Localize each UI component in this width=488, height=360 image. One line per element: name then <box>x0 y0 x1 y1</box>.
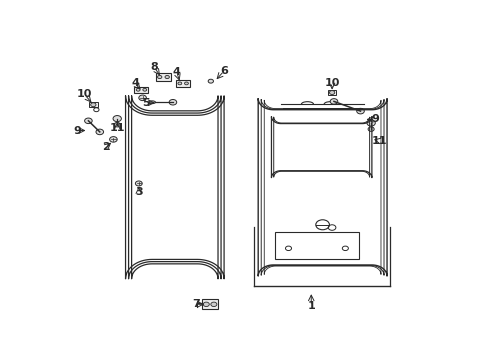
Circle shape <box>203 302 209 306</box>
Circle shape <box>178 82 182 85</box>
Text: 2: 2 <box>102 142 109 152</box>
Text: 10: 10 <box>324 78 339 89</box>
Circle shape <box>113 116 121 122</box>
Circle shape <box>184 82 188 85</box>
Circle shape <box>164 76 169 78</box>
Circle shape <box>329 99 337 104</box>
Text: 5: 5 <box>142 98 150 108</box>
Text: 11: 11 <box>371 136 386 146</box>
Circle shape <box>139 95 146 100</box>
Ellipse shape <box>148 101 155 104</box>
FancyBboxPatch shape <box>155 73 171 81</box>
Text: 10: 10 <box>77 90 92 99</box>
Circle shape <box>329 91 334 94</box>
Text: 8: 8 <box>150 62 158 72</box>
Circle shape <box>114 122 120 127</box>
FancyBboxPatch shape <box>202 299 218 309</box>
Text: 7: 7 <box>191 299 199 309</box>
Text: 9: 9 <box>371 114 379 125</box>
Circle shape <box>135 181 142 186</box>
Circle shape <box>109 136 117 142</box>
Circle shape <box>367 127 373 131</box>
Text: 11: 11 <box>109 123 125 133</box>
Circle shape <box>169 99 176 105</box>
Circle shape <box>90 103 96 107</box>
Text: 3: 3 <box>135 186 142 197</box>
Circle shape <box>157 76 162 78</box>
Circle shape <box>208 79 213 83</box>
Circle shape <box>136 88 140 91</box>
Text: 4: 4 <box>131 78 139 89</box>
Text: 6: 6 <box>220 66 227 76</box>
FancyBboxPatch shape <box>327 90 336 95</box>
Text: 9: 9 <box>73 126 81 135</box>
Circle shape <box>142 88 146 91</box>
Circle shape <box>96 129 103 135</box>
Circle shape <box>366 120 374 126</box>
Circle shape <box>210 302 217 306</box>
FancyBboxPatch shape <box>134 87 148 93</box>
FancyBboxPatch shape <box>176 80 190 87</box>
FancyBboxPatch shape <box>89 102 97 107</box>
Text: 4: 4 <box>172 67 180 77</box>
Text: 1: 1 <box>307 301 314 311</box>
Circle shape <box>84 118 92 123</box>
Circle shape <box>356 108 364 114</box>
